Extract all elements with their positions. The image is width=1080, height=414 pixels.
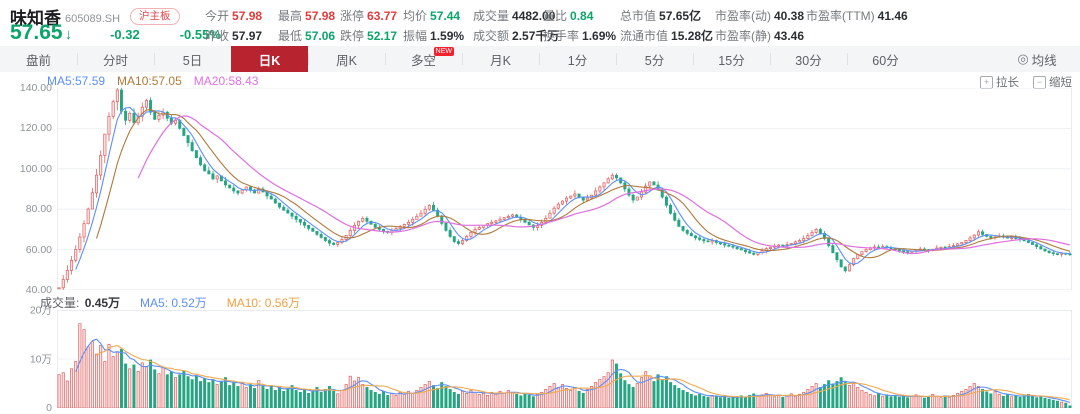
price-tick-60.00: 60.00	[25, 243, 52, 256]
stat-涨停: 涨停 63.77	[340, 9, 398, 23]
price-chart-canvas[interactable]	[57, 88, 1072, 290]
tab-label: 60分	[872, 53, 899, 68]
tab-label: 1分	[567, 53, 588, 68]
tab-label: 周K	[336, 53, 357, 68]
stat-今开: 今开 57.98	[205, 9, 263, 23]
vol-ma10-legend: MA10: 0.56万	[226, 296, 301, 310]
stretch-label: 拉长	[996, 77, 1019, 89]
volume-tick-10万: 10万	[29, 353, 52, 366]
volume-chart-canvas[interactable]	[57, 310, 1072, 408]
stat-市盈率(TTM): 市盈率(TTM) 41.46	[806, 9, 908, 23]
new-badge: NEW	[433, 47, 454, 56]
stat-总市值: 总市值 57.65亿	[620, 9, 702, 23]
tab-label: 月K	[490, 53, 511, 68]
plus-box-icon: +	[980, 75, 993, 89]
volume-value: 0.45万	[84, 296, 121, 310]
stat-振幅: 振幅 1.59%	[403, 29, 465, 43]
stat-市盈率(动): 市盈率(动) 40.38	[715, 9, 805, 23]
price-tick-140.00: 140.00	[19, 82, 52, 94]
stat-最高: 最高 57.98	[278, 9, 336, 23]
stat-成交量: 成交量 4482.00	[473, 9, 556, 23]
tab-label: 分时	[102, 53, 128, 68]
tab-5日[interactable]: 5日	[154, 46, 231, 72]
chart-scale-buttons: + 拉长 − 缩短	[980, 74, 1072, 90]
stat-换手率: 换手率 1.69%	[543, 29, 617, 43]
price-ma-legend: MA5:57.59 MA10:57.05 MA20:58.43	[47, 74, 258, 88]
tab-月K[interactable]: 月K	[462, 46, 539, 72]
tab-1分[interactable]: 1分	[539, 46, 616, 72]
ma20-legend: MA20:58.43	[193, 74, 259, 88]
current-price: 57.65	[10, 21, 63, 44]
stretch-button[interactable]: + 拉长	[980, 74, 1019, 90]
tab-label: 30分	[795, 53, 822, 68]
tab-label: 盘前	[25, 53, 51, 68]
tab-label: 日K	[258, 53, 281, 68]
stat-量比: 量比 0.84	[543, 9, 594, 23]
stats-grid: 今开 57.98 最高 57.98 涨停 63.77 均价 57.44 成交量 4482.00 量比…	[0, 0, 1080, 46]
shrink-label: 缩短	[1049, 77, 1072, 89]
tab-5分[interactable]: 5分	[616, 46, 693, 72]
stat-成交额: 成交额 2.57千万	[473, 29, 560, 43]
tab-分时[interactable]: 分时	[77, 46, 154, 72]
vol-ma5-legend: MA5: 0.52万	[140, 296, 207, 310]
stat-市盈率(静): 市盈率(静) 43.46	[715, 29, 805, 43]
ma-indicator-setting[interactable]: ◎ 均线	[994, 46, 1080, 72]
tab-盘前[interactable]: 盘前	[0, 46, 77, 72]
tab-多空[interactable]: 多空 NEW	[385, 46, 462, 72]
ma10-legend: MA10:57.05	[117, 74, 182, 88]
stat-昨收: 昨收 57.97	[205, 29, 263, 43]
tab-label: 5分	[644, 53, 665, 68]
period-tabs: 盘前 分时 5日 日K 周K 多空 NEW 月K 1分 5分 15分 30分 60分	[0, 46, 924, 72]
tab-label: 15分	[718, 53, 745, 68]
tabbar-spacer	[924, 46, 994, 72]
stock-header: 味知香 605089.SH 沪主板 57.65 ↓ -0.32 -0.55% 今…	[0, 0, 1080, 46]
stock-code: 605089.SH	[65, 12, 121, 25]
tab-label: 5日	[182, 53, 203, 68]
stat-流通市值: 流通市值 15.28亿	[620, 29, 714, 43]
volume-legend: 成交量: 0.45万 MA5: 0.52万 MA10: 0.56万	[40, 294, 300, 311]
board-badge: 沪主板	[130, 8, 180, 25]
tab-周K[interactable]: 周K	[308, 46, 385, 72]
price-tick-40.00: 40.00	[25, 284, 52, 296]
price-tick-80.00: 80.00	[25, 203, 52, 216]
ma-setting-label: 均线	[1031, 53, 1057, 68]
volume-tick-20万: 20万	[29, 304, 52, 317]
period-tabbar: 盘前 分时 5日 日K 周K 多空 NEW 月K 1分 5分 15分 30分 60分 ◎ 均线	[0, 46, 1080, 72]
price-tick-100.00: 100.00	[19, 162, 52, 175]
tab-15分[interactable]: 15分	[693, 46, 770, 72]
price-change: -0.32	[110, 27, 140, 42]
stock-name: 味知香	[10, 9, 61, 28]
minus-box-icon: −	[1033, 75, 1046, 89]
tab-日K[interactable]: 日K	[231, 46, 308, 72]
price-down-arrow-icon: ↓	[64, 26, 73, 43]
volume-label: 成交量:	[40, 296, 80, 310]
volume-reading: 成交量: 0.45万	[40, 294, 120, 311]
ma5-legend: MA5:57.59	[47, 74, 106, 88]
tab-60分[interactable]: 60分	[847, 46, 924, 72]
stat-跌停: 跌停 52.17	[340, 29, 398, 43]
stat-最低: 最低 57.06	[278, 29, 336, 43]
tab-30分[interactable]: 30分	[770, 46, 847, 72]
tab-label: 多空	[410, 53, 436, 68]
price-tick-120.00: 120.00	[19, 122, 52, 135]
stat-均价: 均价 57.44	[403, 9, 461, 23]
indicator-settings-icon: ◎	[1017, 51, 1029, 66]
volume-tick-0: 0	[46, 402, 52, 414]
price-change-percent: -0.55%	[179, 27, 221, 42]
